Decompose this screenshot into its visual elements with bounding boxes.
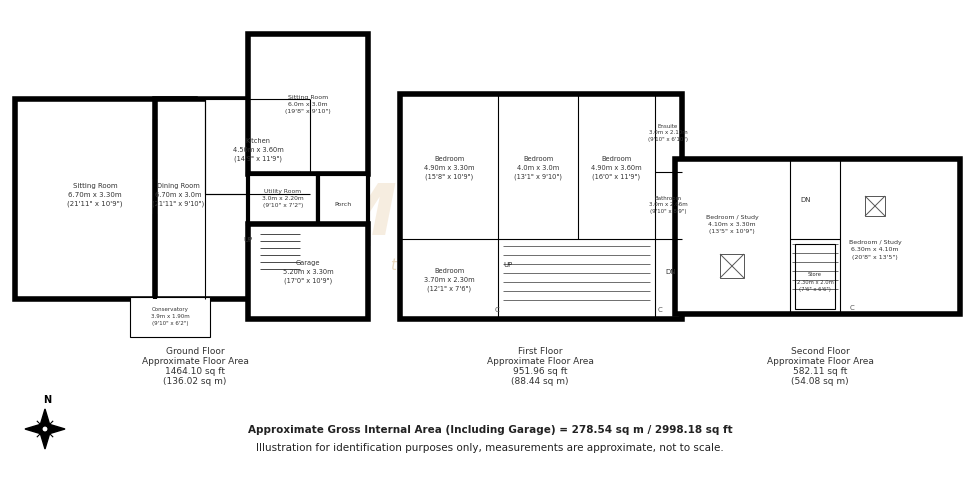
Text: Approximate Floor Area: Approximate Floor Area <box>486 357 594 366</box>
Circle shape <box>42 426 48 432</box>
Text: Porch: Porch <box>334 202 352 207</box>
Text: 951.96 sq ft: 951.96 sq ft <box>513 367 567 376</box>
Text: (136.02 sq m): (136.02 sq m) <box>164 377 226 386</box>
Text: Store
2.30m x 2.0m
(7'6" x 6'6"): Store 2.30m x 2.0m (7'6" x 6'6") <box>797 272 833 291</box>
Text: C: C <box>495 306 500 312</box>
Text: Second Floor: Second Floor <box>791 347 850 356</box>
Bar <box>400 95 682 319</box>
Bar <box>720 254 744 278</box>
Bar <box>155 100 310 300</box>
Bar <box>248 35 368 175</box>
Polygon shape <box>39 409 51 429</box>
Bar <box>675 160 960 314</box>
Bar <box>205 100 310 194</box>
Text: Bedroom / Study
4.10m x 3.30m
(13'5" x 10'9"): Bedroom / Study 4.10m x 3.30m (13'5" x 1… <box>706 215 759 234</box>
Text: UP: UP <box>243 237 253 242</box>
Text: (88.44 sq m): (88.44 sq m) <box>512 377 568 386</box>
Text: Kitchen
4.50m x 3.60m
(14'9" x 11'9"): Kitchen 4.50m x 3.60m (14'9" x 11'9") <box>232 138 283 161</box>
Text: DN: DN <box>800 197 810 203</box>
Text: Bedroom / Study
6.30m x 4.10m
(20'8" x 13'5"): Bedroom / Study 6.30m x 4.10m (20'8" x 1… <box>849 240 902 259</box>
Text: Bedroom
4.90m x 3.30m
(15'8" x 10'9"): Bedroom 4.90m x 3.30m (15'8" x 10'9") <box>423 156 474 180</box>
Text: Dining Room
6.70m x 3.0m
(21'11" x 9'10"): Dining Room 6.70m x 3.0m (21'11" x 9'10"… <box>152 183 204 206</box>
Bar <box>15 100 195 300</box>
Text: Bedroom
4.0m x 3.0m
(13'1" x 9'10"): Bedroom 4.0m x 3.0m (13'1" x 9'10") <box>514 156 562 180</box>
Text: Sitting Room
6.0m x 3.0m
(19'8" x 9'10"): Sitting Room 6.0m x 3.0m (19'8" x 9'10") <box>285 96 331 114</box>
Text: Approximate Floor Area: Approximate Floor Area <box>141 357 249 366</box>
Text: First Floor: First Floor <box>517 347 563 356</box>
Text: 1464.10 sq ft: 1464.10 sq ft <box>165 367 225 376</box>
Text: UP: UP <box>503 262 513 267</box>
Text: DN: DN <box>665 268 675 275</box>
Polygon shape <box>45 423 65 435</box>
Text: Bathroom
3.0m x 2.66m
(9'10" x 8'9"): Bathroom 3.0m x 2.66m (9'10" x 8'9") <box>649 195 687 214</box>
Text: Sitting Room
6.70m x 3.30m
(21'11" x 10'9"): Sitting Room 6.70m x 3.30m (21'11" x 10'… <box>68 183 122 206</box>
Text: Utility Room
3.0m x 2.20m
(9'10" x 7'2"): Utility Room 3.0m x 2.20m (9'10" x 7'2") <box>262 188 304 207</box>
Text: Garage
5.20m x 3.30m
(17'0" x 10'9"): Garage 5.20m x 3.30m (17'0" x 10'9") <box>282 260 333 283</box>
Bar <box>318 175 368 244</box>
Text: trusted since 1947  ———: trusted since 1947 ——— <box>391 257 589 272</box>
Text: Bedroom
4.90m x 3.60m
(16'0" x 11'9"): Bedroom 4.90m x 3.60m (16'0" x 11'9") <box>591 156 641 180</box>
Text: 582.11 sq ft: 582.11 sq ft <box>793 367 847 376</box>
Bar <box>248 225 368 319</box>
Text: Conservatory
3.9m x 1.90m
(9'10" x 6'2"): Conservatory 3.9m x 1.90m (9'10" x 6'2") <box>151 307 189 326</box>
Text: N: N <box>43 394 51 404</box>
Bar <box>795 244 835 309</box>
Bar <box>248 175 318 225</box>
Text: Ensuite
3.0m x 2.10m
(9'10" x 6'10"): Ensuite 3.0m x 2.10m (9'10" x 6'10") <box>648 123 688 142</box>
Text: Approximate Gross Internal Area (Including Garage) = 278.54 sq m / 2998.18 sq ft: Approximate Gross Internal Area (Includi… <box>248 424 732 434</box>
Polygon shape <box>39 429 51 449</box>
Bar <box>130 298 210 337</box>
Text: Ground Floor: Ground Floor <box>166 347 224 356</box>
Text: (54.08 sq m): (54.08 sq m) <box>791 377 849 386</box>
Text: Illustration for identification purposes only, measurements are approximate, not: Illustration for identification purposes… <box>256 442 724 452</box>
Text: C: C <box>658 306 662 312</box>
Polygon shape <box>25 423 45 435</box>
Text: Approximate Floor Area: Approximate Floor Area <box>766 357 873 366</box>
Text: Bedroom
3.70m x 2.30m
(12'1" x 7'6"): Bedroom 3.70m x 2.30m (12'1" x 7'6") <box>423 268 474 291</box>
Bar <box>865 197 885 216</box>
Text: Macoart: Macoart <box>324 180 656 249</box>
Text: C: C <box>850 304 855 311</box>
